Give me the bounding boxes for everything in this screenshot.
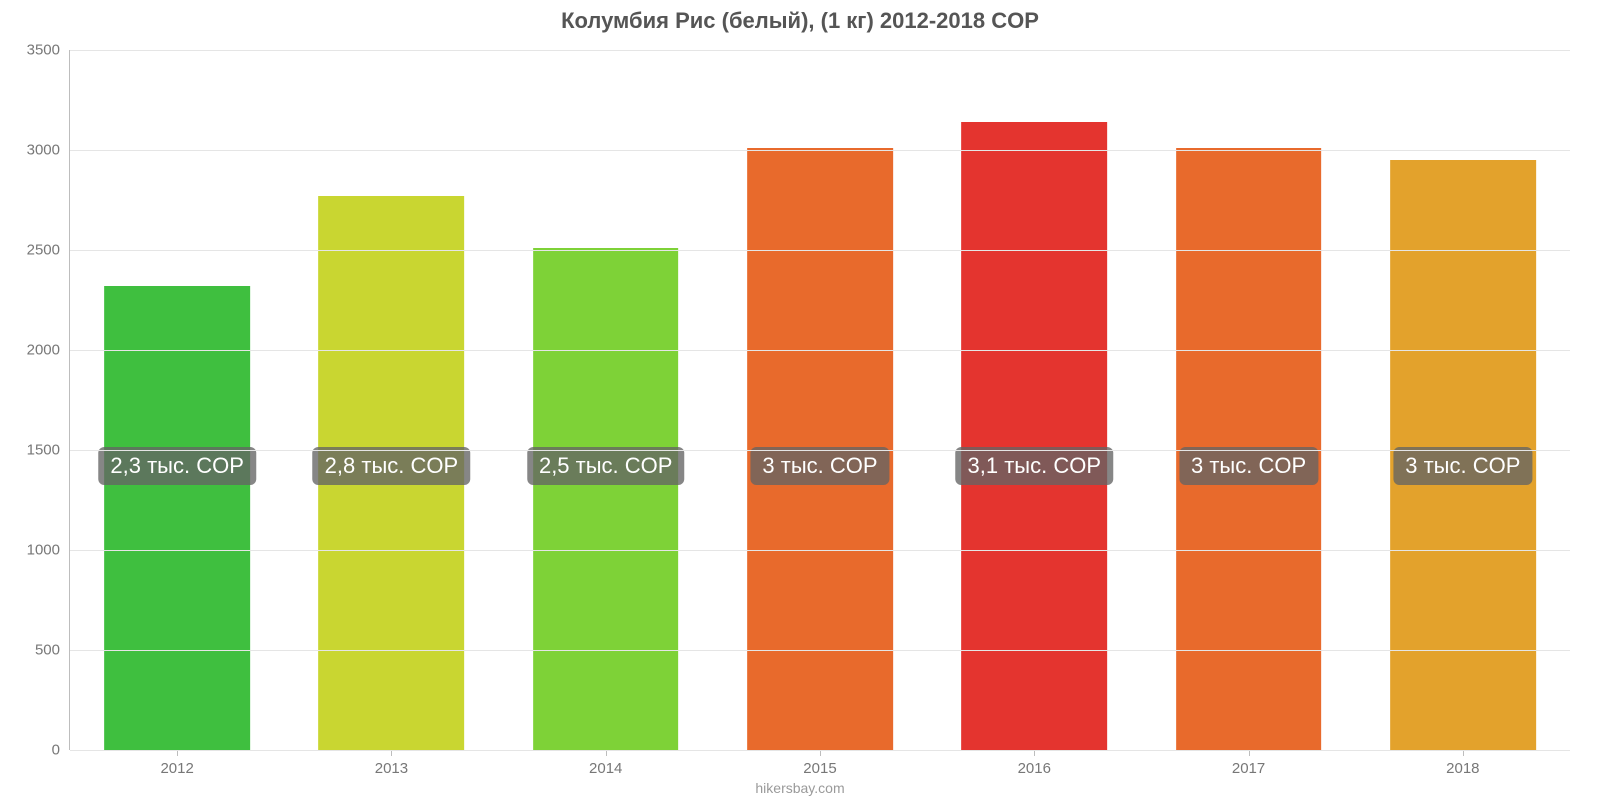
bar-slot: 2,3 тыс. COP2012 (70, 50, 284, 750)
price-chart: Колумбия Рис (белый), (1 кг) 2012-2018 C… (0, 0, 1600, 800)
gridline (70, 50, 1570, 51)
bar-value-label: 3,1 тыс. COP (956, 447, 1113, 485)
bar (961, 122, 1107, 750)
plot-area: 2,3 тыс. COP20122,8 тыс. COP20132,5 тыс.… (70, 50, 1570, 750)
gridline (70, 350, 1570, 351)
y-tick-label: 3500 (27, 42, 70, 59)
y-tick-label: 1500 (27, 442, 70, 459)
chart-source: hikersbay.com (0, 780, 1600, 796)
bar-value-label: 2,8 тыс. COP (313, 447, 470, 485)
bar-slot: 3 тыс. COP2015 (713, 50, 927, 750)
y-tick-label: 500 (35, 642, 70, 659)
bar-value-label: 3 тыс. COP (750, 447, 889, 485)
bar-value-label: 3 тыс. COP (1179, 447, 1318, 485)
bar-value-label: 3 тыс. COP (1393, 447, 1532, 485)
bar-slot: 3 тыс. COP2018 (1356, 50, 1570, 750)
bars-row: 2,3 тыс. COP20122,8 тыс. COP20132,5 тыс.… (70, 50, 1570, 750)
gridline (70, 650, 1570, 651)
bar-value-label: 2,5 тыс. COP (527, 447, 684, 485)
chart-title: Колумбия Рис (белый), (1 кг) 2012-2018 C… (0, 8, 1600, 34)
bar-slot: 2,5 тыс. COP2014 (499, 50, 713, 750)
bar-slot: 3,1 тыс. COP2016 (927, 50, 1141, 750)
y-tick-label: 3000 (27, 142, 70, 159)
y-tick-label: 2000 (27, 342, 70, 359)
bar-value-label: 2,3 тыс. COP (98, 447, 255, 485)
y-tick-label: 2500 (27, 242, 70, 259)
gridline (70, 250, 1570, 251)
bar (104, 286, 250, 750)
bar-slot: 3 тыс. COP2017 (1141, 50, 1355, 750)
bar-slot: 2,8 тыс. COP2013 (284, 50, 498, 750)
y-tick-label: 1000 (27, 542, 70, 559)
gridline (70, 550, 1570, 551)
y-tick-label: 0 (52, 742, 70, 759)
bar (533, 248, 679, 750)
gridline (70, 450, 1570, 451)
gridline (70, 750, 1570, 751)
gridline (70, 150, 1570, 151)
